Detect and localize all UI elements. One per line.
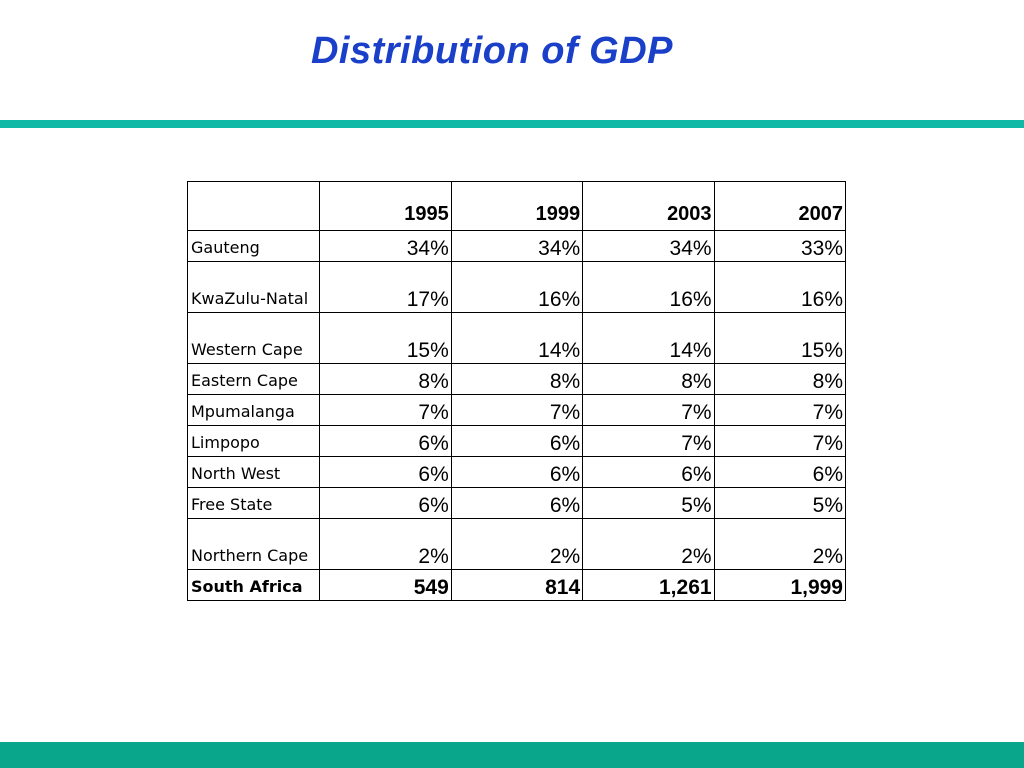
gdp-share-cell: 8% <box>450 363 584 395</box>
gdp-share-cell: 15% <box>713 312 847 364</box>
gdp-share-cell: 8% <box>582 363 715 395</box>
total-gdp-cell: 1,261 <box>582 569 715 601</box>
gdp-share-cell: 6% <box>319 487 452 519</box>
gdp-share-cell: 17% <box>319 261 452 313</box>
province-label: Eastern Cape <box>186 363 321 395</box>
gdp-share-cell: 6% <box>582 456 715 488</box>
year-header: 2007 <box>713 181 847 231</box>
gdp-share-cell: 7% <box>713 394 847 426</box>
gdp-share-cell: 6% <box>450 487 584 519</box>
table-row: Free State 6% 6% 5% 5% <box>186 487 847 519</box>
gdp-share-cell: 6% <box>450 425 584 457</box>
gdp-share-cell: 2% <box>582 518 715 570</box>
province-label: Free State <box>186 487 321 519</box>
table-row: Mpumalanga 7% 7% 7% 7% <box>186 394 847 426</box>
gdp-share-cell: 6% <box>450 456 584 488</box>
footer-bar <box>0 742 1024 768</box>
gdp-share-cell: 6% <box>319 456 452 488</box>
table-row: Gauteng 34% 34% 34% 33% <box>186 230 847 262</box>
gdp-share-cell: 16% <box>582 261 715 313</box>
table-row: Limpopo 6% 6% 7% 7% <box>186 425 847 457</box>
total-label: South Africa <box>186 569 321 601</box>
table-row: Eastern Cape 8% 8% 8% 8% <box>186 363 847 395</box>
total-row: South Africa 549 814 1,261 1,999 <box>186 569 847 601</box>
province-label: North West <box>186 456 321 488</box>
province-label: Mpumalanga <box>186 394 321 426</box>
table-row: KwaZulu-Natal 17% 16% 16% 16% <box>186 261 847 313</box>
gdp-share-cell: 2% <box>713 518 847 570</box>
year-header: 1995 <box>319 181 452 231</box>
gdp-share-cell: 34% <box>582 230 715 262</box>
gdp-share-cell: 34% <box>319 230 452 262</box>
gdp-share-cell: 34% <box>450 230 584 262</box>
gdp-share-cell: 2% <box>450 518 584 570</box>
gdp-share-cell: 33% <box>713 230 847 262</box>
gdp-share-cell: 7% <box>582 425 715 457</box>
gdp-share-cell: 7% <box>319 394 452 426</box>
gdp-share-cell: 7% <box>713 425 847 457</box>
province-label: KwaZulu-Natal <box>186 261 321 313</box>
gdp-share-cell: 6% <box>319 425 452 457</box>
gdp-share-cell: 14% <box>582 312 715 364</box>
province-label: Gauteng <box>186 230 321 262</box>
gdp-share-cell: 15% <box>319 312 452 364</box>
table-row: Northern Cape 2% 2% 2% 2% <box>186 518 847 570</box>
gdp-share-cell: 14% <box>450 312 584 364</box>
table-row: Western Cape 15% 14% 14% 15% <box>186 312 847 364</box>
gdp-share-cell: 5% <box>713 487 847 519</box>
gdp-share-cell: 8% <box>713 363 847 395</box>
total-gdp-cell: 549 <box>319 569 452 601</box>
gdp-share-cell: 16% <box>450 261 584 313</box>
gdp-share-cell: 6% <box>713 456 847 488</box>
header-row: 1995 1999 2003 2007 <box>186 181 847 231</box>
province-label: Western Cape <box>186 312 321 364</box>
gdp-share-cell: 16% <box>713 261 847 313</box>
gdp-share-cell: 2% <box>319 518 452 570</box>
gdp-share-cell: 8% <box>319 363 452 395</box>
table-row: North West 6% 6% 6% 6% <box>186 456 847 488</box>
header-corner-cell <box>186 181 321 231</box>
accent-divider-bar <box>0 120 1024 128</box>
gdp-share-cell: 7% <box>582 394 715 426</box>
province-label: Northern Cape <box>186 518 321 570</box>
province-label: Limpopo <box>186 425 321 457</box>
year-header: 1999 <box>450 181 584 231</box>
page-title: Distribution of GDP <box>310 30 674 72</box>
gdp-table: 1995 1999 2003 2007 Gauteng 34% 34% 34% … <box>186 181 847 601</box>
total-gdp-cell: 814 <box>450 569 584 601</box>
total-gdp-cell: 1,999 <box>713 569 847 601</box>
year-header: 2003 <box>582 181 715 231</box>
gdp-share-cell: 7% <box>450 394 584 426</box>
gdp-share-cell: 5% <box>582 487 715 519</box>
